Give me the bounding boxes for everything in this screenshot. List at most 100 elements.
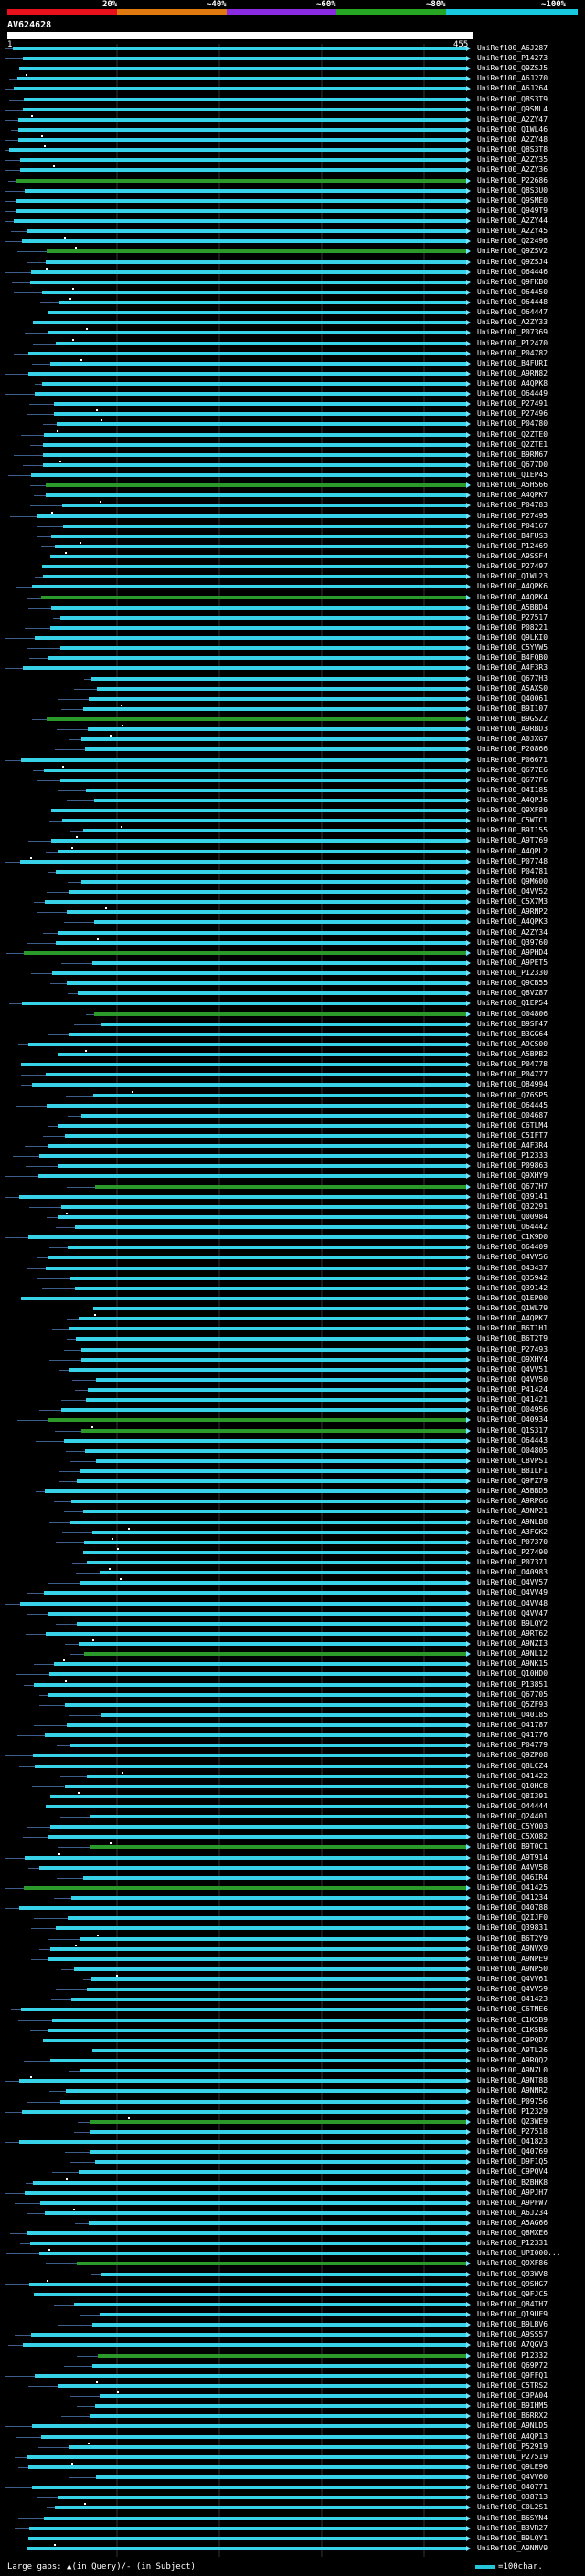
hit-label[interactable]: UniRef100_C9PQV4 [477, 2168, 548, 2177]
hit-label[interactable]: UniRef100_P04167 [477, 521, 548, 530]
hit-label[interactable]: UniRef100_O44444 [477, 1802, 548, 1810]
hit-label[interactable]: UniRef100_B3GG64 [477, 1029, 548, 1038]
hit-label[interactable]: UniRef100_P12469 [477, 541, 548, 550]
hit-label[interactable]: UniRef100_Q1WL79 [477, 1304, 548, 1313]
hit-label[interactable]: UniRef100_Q8I391 [477, 1791, 548, 1800]
hit-label[interactable]: UniRef100_Q41421 [477, 1395, 548, 1405]
hit-label[interactable]: UniRef100_O04687 [477, 1110, 548, 1119]
hit-label[interactable]: UniRef100_Q84TH7 [477, 2299, 548, 2308]
hit-label[interactable]: UniRef100_Q9ZSJ5 [477, 64, 548, 73]
hit-label[interactable]: UniRef100_A9RBD3 [477, 725, 548, 734]
hit-label[interactable]: UniRef100_A9NK15 [477, 1659, 548, 1669]
hit-label[interactable]: UniRef100_O41234 [477, 1893, 548, 1903]
hit-label[interactable]: UniRef100_O04805 [477, 1446, 548, 1455]
hit-label[interactable]: UniRef100_Q8S3T9 [477, 94, 548, 103]
hit-label[interactable]: UniRef100_O64450 [477, 287, 548, 296]
hit-label[interactable]: UniRef100_Q1EP45 [477, 471, 548, 480]
hit-label[interactable]: UniRef100_Q10HC8 [477, 1781, 548, 1790]
hit-label[interactable]: UniRef100_A4QPK7 [477, 1314, 548, 1323]
hit-label[interactable]: UniRef100_Q4VV57 [477, 1578, 548, 1587]
hit-label[interactable]: UniRef100_B9I107 [477, 704, 548, 713]
hit-label[interactable]: UniRef100_D9F1Q5 [477, 2157, 548, 2167]
hit-label[interactable]: UniRef100_A4QPK8 [477, 379, 548, 387]
hit-label[interactable]: UniRef100_Q84994 [477, 1080, 548, 1089]
hit-label[interactable]: UniRef100_UPI000... [477, 2249, 561, 2258]
hit-label[interactable]: UniRef100_O40788 [477, 1903, 548, 1913]
hit-label[interactable]: UniRef100_P12330 [477, 969, 548, 978]
hit-label[interactable]: UniRef100_Q9M600 [477, 876, 548, 885]
hit-label[interactable]: UniRef100_P22686 [477, 175, 548, 185]
hit-label[interactable]: UniRef100_P27519 [477, 2452, 548, 2461]
hit-label[interactable]: UniRef100_A6J287 [477, 44, 548, 52]
hit-label[interactable]: UniRef100_B9T0C1 [477, 1842, 548, 1851]
hit-label[interactable]: UniRef100_Q4VV60 [477, 2473, 548, 2482]
hit-label[interactable]: UniRef100_B4FQB0 [477, 653, 548, 663]
hit-label[interactable]: UniRef100_A2ZY33 [477, 318, 548, 327]
hit-label[interactable]: UniRef100_B4FURI [477, 358, 548, 367]
hit-label[interactable]: UniRef100_B9LQY1 [477, 2533, 548, 2542]
hit-label[interactable]: UniRef100_Q9XF86 [477, 2259, 548, 2268]
hit-label[interactable]: UniRef100_Q9FJC5 [477, 2289, 548, 2298]
hit-label[interactable]: UniRef100_A9SS57 [477, 2330, 548, 2339]
hit-label[interactable]: UniRef100_B9LBV6 [477, 2320, 548, 2329]
hit-label[interactable]: UniRef100_Q10HD0 [477, 1670, 548, 1679]
hit-label[interactable]: UniRef100_P07748 [477, 856, 548, 865]
hit-label[interactable]: UniRef100_P41424 [477, 1385, 548, 1394]
hit-label[interactable]: UniRef100_A9PHD4 [477, 948, 548, 957]
hit-label[interactable]: UniRef100_O40934 [477, 1415, 548, 1425]
hit-label[interactable]: UniRef100_C5XQ82 [477, 1832, 548, 1841]
hit-label[interactable]: UniRef100_P14273 [477, 54, 548, 63]
hit-label[interactable]: UniRef100_O40771 [477, 2483, 548, 2492]
hit-label[interactable]: UniRef100_A4F3R3 [477, 663, 548, 673]
hit-label[interactable]: UniRef100_C5TRS2 [477, 2380, 548, 2390]
hit-label[interactable]: UniRef100_P04782 [477, 348, 548, 357]
hit-label[interactable]: UniRef100_C9PQD7 [477, 2035, 548, 2044]
hit-label[interactable]: UniRef100_A9NP21 [477, 1507, 548, 1516]
hit-label[interactable]: UniRef100_O41823 [477, 2137, 548, 2147]
hit-label[interactable]: UniRef100_O38713 [477, 2493, 548, 2502]
hit-label[interactable]: UniRef100_Q9XF89 [477, 806, 548, 815]
hit-label[interactable]: UniRef100_Q8VZ87 [477, 989, 548, 998]
hit-label[interactable]: UniRef100_B9RM67 [477, 450, 548, 459]
hit-label[interactable]: UniRef100_Q949T9 [477, 206, 548, 215]
hit-label[interactable]: UniRef100_O64447 [477, 308, 548, 317]
hit-label[interactable]: UniRef100_B6SYN4 [477, 2513, 548, 2522]
hit-label[interactable]: UniRef100_Q4VV50 [477, 1374, 548, 1383]
hit-label[interactable]: UniRef100_P27517 [477, 612, 548, 621]
hit-label[interactable]: UniRef100_A9T769 [477, 836, 548, 845]
hit-label[interactable]: UniRef100_A4VV58 [477, 1862, 548, 1871]
hit-label[interactable]: UniRef100_A6J264 [477, 84, 548, 93]
hit-label[interactable]: UniRef100_P27491 [477, 399, 548, 408]
hit-label[interactable]: UniRef100_Q35942 [477, 1273, 548, 1282]
hit-label[interactable]: UniRef100_Q2ZTE1 [477, 440, 548, 449]
hit-label[interactable]: UniRef100_A7QGV3 [477, 2340, 548, 2349]
hit-label[interactable]: UniRef100_O4I185 [477, 785, 548, 794]
hit-label[interactable]: UniRef100_Q9LE96 [477, 2462, 548, 2471]
hit-label[interactable]: UniRef100_A9NP50 [477, 1964, 548, 1973]
hit-label[interactable]: UniRef100_Q41776 [477, 1731, 548, 1740]
hit-label[interactable]: UniRef100_P12470 [477, 338, 548, 347]
hit-label[interactable]: UniRef100_A9SSF4 [477, 552, 548, 561]
hit-label[interactable]: UniRef100_O64445 [477, 1100, 548, 1109]
hit-label[interactable]: UniRef100_Q67705 [477, 1690, 548, 1699]
hit-label[interactable]: UniRef100_O04806 [477, 1009, 548, 1018]
hit-label[interactable]: UniRef100_Q93WV8 [477, 2269, 548, 2278]
hit-label[interactable]: UniRef100_B9I155 [477, 826, 548, 835]
hit-label[interactable]: UniRef100_Q5ZF93 [477, 1700, 548, 1709]
hit-label[interactable]: UniRef100_Q69P72 [477, 2360, 548, 2369]
hit-label[interactable]: UniRef100_Q9XHY9 [477, 1171, 548, 1181]
hit-label[interactable]: UniRef100_C0L2S1 [477, 2503, 548, 2512]
hit-label[interactable]: UniRef100_Q1WL23 [477, 572, 548, 581]
hit-label[interactable]: UniRef100_C5X7M3 [477, 897, 548, 906]
hit-label[interactable]: UniRef100_A2ZY48 [477, 135, 548, 144]
hit-label[interactable]: UniRef100_O4VV56 [477, 1253, 548, 1262]
hit-label[interactable]: UniRef100_A9RNP2 [477, 907, 548, 917]
hit-label[interactable]: UniRef100_A2ZY34 [477, 928, 548, 937]
hit-label[interactable]: UniRef100_C1K5B6 [477, 2025, 548, 2034]
hit-label[interactable]: UniRef100_Q9ZSV2 [477, 247, 548, 256]
hit-label[interactable]: UniRef100_Q677D0 [477, 460, 548, 469]
hit-label[interactable]: UniRef100_C6TLM4 [477, 1120, 548, 1129]
hit-label[interactable]: UniRef100_Q9ZSJ4 [477, 257, 548, 266]
hit-label[interactable]: UniRef100_C8VPS1 [477, 1456, 548, 1465]
hit-label[interactable]: UniRef100_A9PFW7 [477, 2198, 548, 2207]
